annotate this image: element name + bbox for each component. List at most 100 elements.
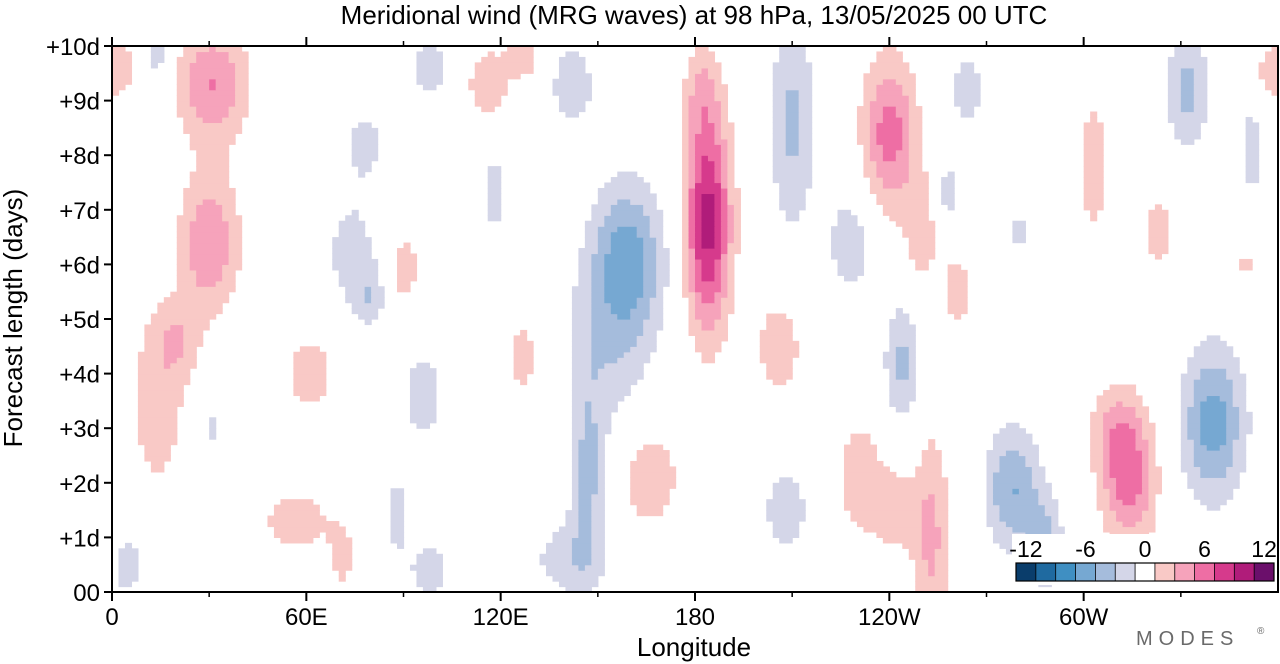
contour-cell — [591, 515, 605, 522]
contour-cell — [176, 95, 191, 102]
contour-cell — [137, 439, 178, 446]
contour-cell — [850, 510, 923, 517]
contour-cell — [1226, 428, 1240, 435]
contour-cell — [1167, 89, 1182, 96]
contour-cell — [714, 275, 722, 282]
contour-cell — [992, 493, 1039, 500]
contour-cell — [487, 51, 495, 58]
contour-cell — [1148, 482, 1162, 489]
contour-cell — [688, 127, 703, 134]
contour-cell — [1135, 406, 1150, 413]
contour-cell — [688, 73, 696, 80]
y-tick-label: 00 — [73, 580, 100, 607]
contour-cell — [112, 46, 126, 53]
contour-cell — [688, 133, 696, 140]
contour-cell — [196, 166, 230, 173]
contour-cell — [701, 264, 716, 271]
contour-cell — [695, 187, 722, 195]
contour-cell — [701, 116, 709, 124]
contour-cell — [720, 226, 728, 233]
contour-cell — [1141, 510, 1156, 517]
contour-cell — [1148, 237, 1169, 244]
contour-cell — [876, 171, 910, 178]
contour-cell — [1232, 395, 1247, 402]
contour-cell — [630, 499, 670, 506]
contour-cell — [571, 542, 592, 549]
contour-cell — [643, 324, 664, 331]
contour-cell — [1012, 526, 1052, 533]
contour-cell — [1187, 471, 1201, 478]
contour-cell — [571, 400, 586, 407]
contour-cell — [176, 78, 191, 85]
x-tick-label: 60W — [1059, 604, 1109, 631]
contour-cell — [1122, 521, 1137, 528]
contour-cell — [325, 537, 353, 544]
contour-cell — [701, 231, 716, 238]
contour-cell — [986, 510, 1001, 517]
contour-cell — [1083, 198, 1104, 205]
contour-cell — [591, 373, 599, 380]
contour-cell — [992, 531, 1026, 538]
contour-cell — [843, 466, 890, 473]
contour-cell — [921, 499, 936, 506]
contour-cell — [714, 122, 722, 129]
contour-cell — [591, 275, 605, 282]
y-tick-label: +10d — [46, 34, 100, 61]
contour-cell — [701, 297, 716, 304]
contour-cell — [1090, 417, 1104, 424]
contour-cell — [720, 237, 728, 244]
contour-cell — [947, 269, 968, 276]
contour-cell — [189, 231, 230, 238]
contour-cell — [889, 335, 916, 342]
contour-cell — [688, 111, 703, 118]
contour-cell — [150, 319, 210, 326]
contour-cell — [1103, 460, 1111, 468]
contour-cell — [882, 116, 903, 124]
contour-cell — [701, 111, 709, 118]
contour-cell — [487, 193, 502, 200]
contour-cell — [196, 149, 230, 156]
contour-cell — [843, 493, 929, 500]
contour-cell — [695, 335, 728, 342]
contour-cell — [714, 269, 722, 276]
contour-cell — [986, 515, 1001, 522]
contour-cell — [416, 570, 443, 577]
contour-cell — [856, 106, 871, 113]
contour-cell — [798, 89, 813, 96]
contour-cell — [1180, 444, 1195, 451]
contour-cell — [558, 526, 579, 533]
contour-cell — [908, 111, 923, 118]
y-tick-label: +2d — [59, 471, 100, 498]
contour-cell — [876, 138, 903, 145]
contour-cell — [934, 499, 949, 506]
contour-cell — [293, 384, 327, 391]
contour-cell — [578, 526, 592, 533]
contour-cell — [701, 351, 716, 358]
contour-cell — [1154, 253, 1162, 260]
contour-cell — [273, 531, 320, 538]
contour-cell — [176, 280, 197, 287]
contour-cell — [591, 406, 618, 413]
contour-cell — [176, 62, 191, 69]
contour-cell — [688, 313, 696, 320]
contour-cell — [1180, 439, 1195, 446]
contour-cell — [1206, 444, 1221, 451]
contour-cell — [908, 242, 936, 249]
contour-cell — [513, 362, 534, 369]
contour-cell — [921, 510, 936, 517]
contour-cell — [688, 329, 728, 336]
contour-cell — [1148, 231, 1169, 238]
contour-cell — [688, 166, 696, 173]
contour-cell — [908, 116, 923, 124]
contour-cell — [682, 89, 696, 96]
contour-cell — [682, 193, 690, 200]
contour-cell — [772, 111, 787, 118]
contour-cell — [597, 477, 605, 484]
contour-cell — [682, 84, 696, 91]
contour-cell — [727, 187, 741, 195]
contour-cell — [584, 433, 599, 440]
contour-cell — [332, 258, 379, 265]
contour-cell — [591, 258, 605, 265]
contour-cell — [714, 297, 722, 304]
contour-cell — [546, 570, 605, 577]
